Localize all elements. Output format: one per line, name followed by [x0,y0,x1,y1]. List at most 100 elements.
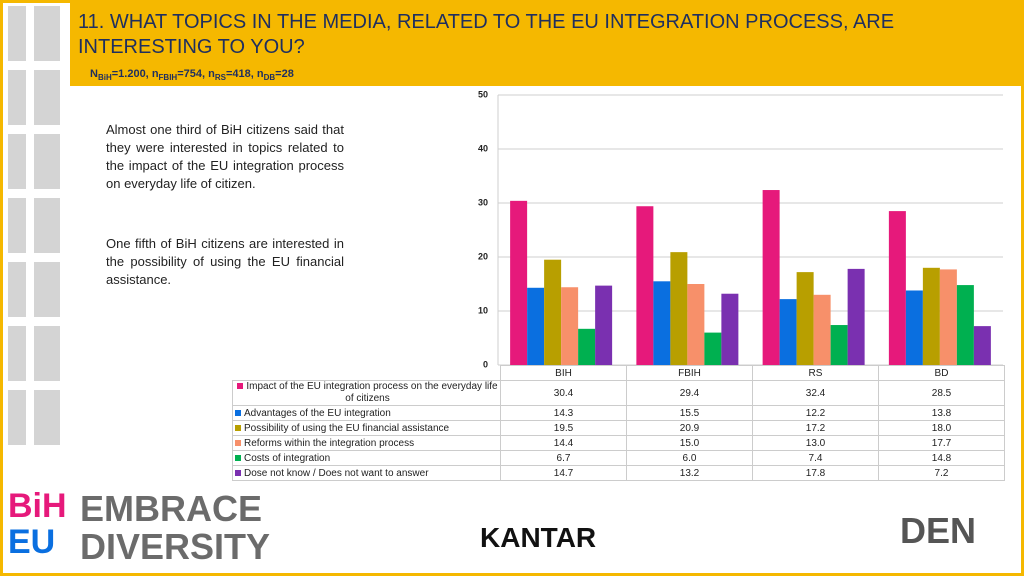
bar [578,328,596,365]
value-cell: 14.4 [500,435,627,451]
bar [956,285,974,365]
sample-subscript: RS [214,73,226,83]
value-cell: 30.4 [500,380,627,406]
bar [687,284,705,365]
value-cell: 17.7 [878,435,1005,451]
bar [939,269,957,365]
data-row: Advantages of the EU integration 14.3 15.5… [232,405,1005,421]
legend-label: Reforms within the integration process [244,437,415,449]
sample-symbol: n [256,68,264,80]
sample-subscript: DB [263,73,276,83]
slogan-line: DIVERSITY [80,526,271,567]
bar [653,281,671,365]
legend-swatch [235,439,241,446]
y-tick-label: 30 [478,197,488,207]
sample-value: =754, [177,68,209,80]
legend-entry: Impact of the EU integration process on … [232,380,501,406]
y-tick-label: 10 [478,305,488,315]
data-table: BIH FBIH RS BD Impact of the EU integration … [232,365,1005,481]
slogan: EMBRACE DIVERSITY [80,490,270,566]
legend-label: Possibility of using the EU financial as… [244,422,450,434]
value-cell: 18.0 [878,420,1005,436]
legend-entry: Possibility of using the EU financial as… [232,420,501,436]
header-row: BIH FBIH RS BD [233,365,1005,381]
category-label: FBIH [626,365,753,381]
bar [973,326,991,365]
bar [636,206,654,365]
sample-symbol: N [90,68,98,80]
legend-entry: Reforms within the integration process [232,435,501,451]
logo-text: EU [8,523,56,561]
legend-swatch [235,469,241,476]
bar [510,200,528,365]
bar [796,272,814,365]
sample-value: =1.200, [111,68,152,80]
value-cell: 17.2 [752,420,879,436]
logo-mark: BiH EU [8,488,67,560]
value-cell: 19.5 [500,420,627,436]
value-cell: 6.0 [626,450,753,466]
bar [847,268,865,365]
category-label: BD [878,365,1005,381]
sample-value: =418, [225,68,257,80]
legend-label: Advantages of the EU integration [244,407,391,419]
bar [830,325,848,365]
legend-swatch [235,424,241,431]
category-label: RS [752,365,879,381]
sample-symbol: n [208,68,215,80]
sample-subscript: BiH [97,73,112,83]
corner [233,366,501,381]
bar [527,287,545,365]
bar [762,190,780,365]
value-cell: 12.2 [752,405,879,421]
logo-text: BiH [8,487,67,525]
sample-sizes: NBiH=1.200, nFBIH=754, nRS=418, nDB=28 [90,68,294,82]
bar [721,293,739,365]
value-cell: 15.5 [626,405,753,421]
legend-swatch [235,454,241,461]
sample-value: =28 [275,68,294,80]
bar [704,332,722,365]
legend-label: Dose not know / Does not want to answer [244,467,429,479]
bar [544,259,562,365]
title: 11. WHAT TOPICS IN THE MEDIA, RELATED TO… [78,11,895,58]
value-cell: 15.0 [626,435,753,451]
value-cell: 14.7 [500,465,627,481]
data-row: Impact of the EU integration process on … [232,380,1005,406]
legend-entry: Dose not know / Does not want to answer [232,465,501,481]
bar [922,267,940,365]
bar [888,211,906,365]
slogan-line: EMBRACE [80,488,263,529]
legend-entry: Costs of integration [232,450,501,466]
category-label: BIH [500,365,627,381]
data-row: Possibility of using the EU financial as… [232,420,1005,436]
sample-symbol: n [151,68,159,80]
value-cell: 6.7 [500,450,627,466]
data-row: Costs of integration 6.7 6.0 7.4 14.8 [232,450,1005,466]
bar [813,294,831,365]
value-cell: 7.4 [752,450,879,466]
value-cell: 7.2 [878,465,1005,481]
legend-label: Impact of the EU integration process on … [246,381,498,404]
value-cell: 13.2 [626,465,753,481]
title-band [70,0,1024,86]
value-cell: 20.9 [626,420,753,436]
value-cell: 13.0 [752,435,879,451]
bar [670,252,688,365]
bar [595,285,613,365]
legend-label: Costs of integration [244,452,331,464]
legend-swatch [235,409,241,416]
y-tick-label: 0 [483,359,488,369]
value-cell: 17.8 [752,465,879,481]
side-pattern [8,6,60,445]
value-cell: 29.4 [626,380,753,406]
legend-swatch [237,383,244,389]
bar [905,290,923,365]
value-cell: 14.3 [500,405,627,421]
sample-subscript: FBIH [158,73,178,83]
den-logo: DEN [900,510,977,551]
bar [779,299,797,365]
data-row: Dose not know / Does not want to answer 1… [232,465,1005,481]
